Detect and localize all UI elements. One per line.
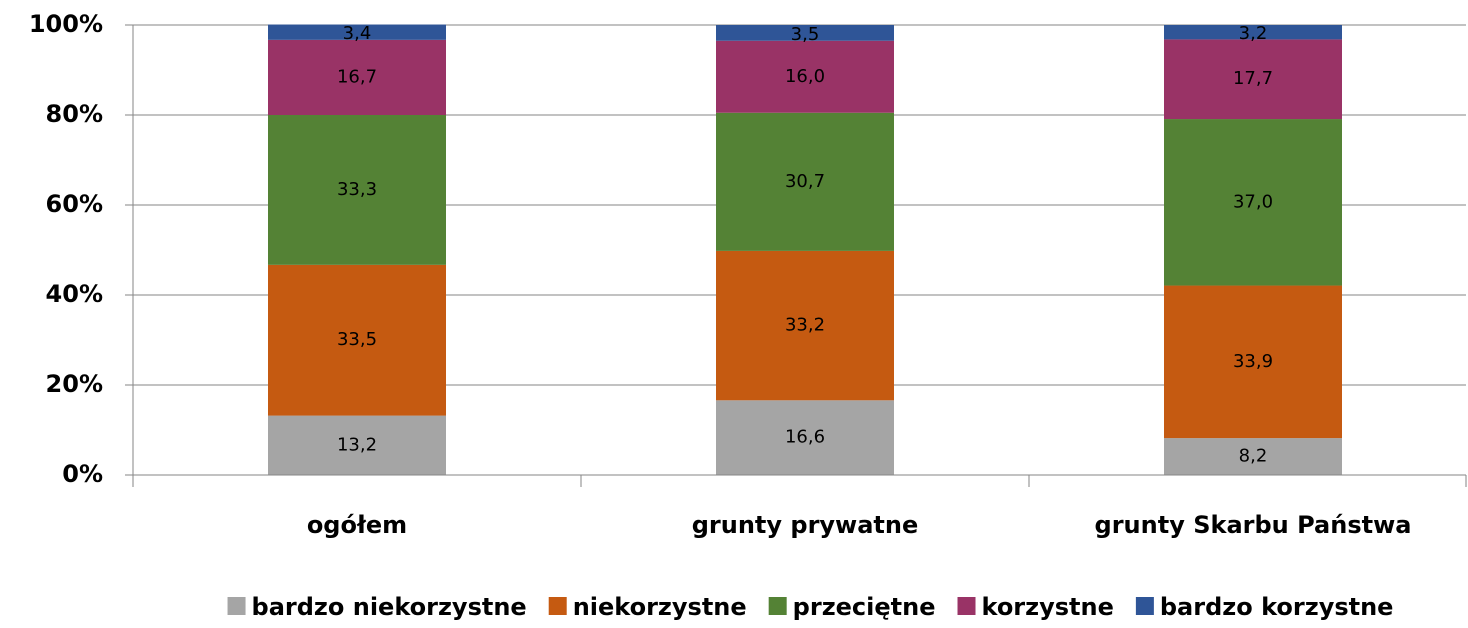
y-tick-label: 80%: [46, 100, 103, 128]
data-label: 17,7: [1233, 68, 1273, 89]
y-tick-label: 20%: [46, 370, 103, 398]
x-tick-label: ogółem: [307, 511, 407, 539]
legend-swatch: [548, 597, 567, 615]
legend-label: bardzo niekorzystne: [252, 593, 527, 621]
data-label: 3,5: [791, 24, 820, 45]
legend-swatch: [768, 597, 787, 615]
y-tick-label: 60%: [46, 190, 103, 218]
data-label: 33,5: [337, 329, 377, 350]
x-tick-label: grunty Skarbu Państwa: [1095, 511, 1412, 539]
bar-segment: [268, 24, 446, 40]
bar-segment: [268, 415, 446, 475]
bar-segment: [716, 250, 894, 401]
legend-label: przeciętne: [793, 593, 936, 621]
data-label: 3,4: [343, 23, 372, 44]
y-tick-label: 40%: [46, 280, 103, 308]
data-label: 37,0: [1233, 191, 1273, 212]
bar-segment: [716, 400, 894, 475]
bar-segment: [1164, 438, 1342, 475]
data-label: 16,0: [785, 66, 825, 87]
data-label: 3,2: [1239, 23, 1268, 44]
bar-segment: [716, 40, 894, 113]
legend-swatch: [227, 597, 246, 615]
bar-segment: [1164, 25, 1342, 40]
bar-segment: [268, 264, 446, 416]
x-tick-label: grunty prywatne: [692, 511, 919, 539]
data-label: 13,2: [337, 434, 377, 455]
legend-label: bardzo korzystne: [1160, 593, 1394, 621]
bar-segment: [268, 115, 446, 265]
bar-segment: [716, 112, 894, 251]
data-label: 16,7: [337, 66, 377, 87]
data-label: 8,2: [1239, 446, 1268, 467]
data-label: 16,6: [785, 427, 825, 448]
data-label: 30,7: [785, 171, 825, 192]
data-label: 33,2: [785, 315, 825, 336]
y-tick-label: 0%: [62, 460, 103, 488]
y-tick-label: 100%: [29, 10, 103, 38]
data-label: 33,3: [337, 179, 377, 200]
legend-swatch: [1135, 597, 1154, 615]
legend-label: niekorzystne: [573, 593, 747, 621]
bar-segment: [1164, 285, 1342, 439]
legend-swatch: [957, 597, 976, 615]
bar-segment: [1164, 119, 1342, 286]
bar-segment: [1164, 39, 1342, 120]
data-label: 33,9: [1233, 351, 1273, 372]
bar-segment: [716, 25, 894, 41]
legend-label: korzystne: [982, 593, 1114, 621]
bar-segment: [268, 39, 446, 115]
